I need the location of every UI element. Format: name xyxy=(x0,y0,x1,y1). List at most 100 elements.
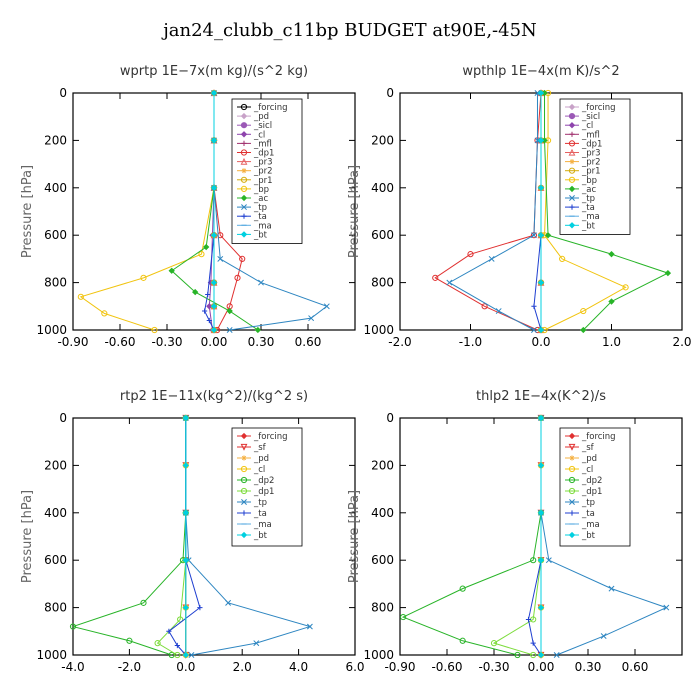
y-tick-label: 600 xyxy=(44,228,67,242)
legend-label: _pd xyxy=(581,454,597,464)
series-ac xyxy=(541,89,672,334)
legend-marker xyxy=(240,157,248,165)
legend-label: _mfl xyxy=(581,130,600,140)
data-point xyxy=(217,232,224,239)
data-point xyxy=(537,137,545,144)
legend-label: _ma xyxy=(581,520,600,530)
legend-entry: _ta xyxy=(565,203,595,213)
legend-marker xyxy=(568,465,576,473)
data-point xyxy=(537,279,545,286)
legend-label: _ac xyxy=(581,185,596,195)
data-point xyxy=(210,184,218,191)
legend-label: _ta xyxy=(581,203,595,213)
data-point xyxy=(174,642,180,649)
legend-entry: _ma xyxy=(565,212,600,222)
data-point xyxy=(254,326,262,334)
legend-marker xyxy=(568,222,576,229)
legend-marker xyxy=(240,487,248,495)
data-point xyxy=(226,327,233,333)
legend-label: _forcing xyxy=(581,432,616,442)
data-point xyxy=(308,315,315,322)
legend-label: _pr2 xyxy=(253,167,273,177)
legend-entry: _mfl xyxy=(565,130,600,140)
legend-entry: _pd xyxy=(237,112,269,122)
x-tick-label: 4.0 xyxy=(289,660,308,674)
data-point xyxy=(622,284,629,291)
legend-label: _sicl xyxy=(253,121,272,131)
legend-label: _pr3 xyxy=(253,158,273,168)
legend: _forcing_sf_pd_cl_dp2_dp1_tp_ta_ma_bt xyxy=(559,427,631,547)
data-point xyxy=(210,89,218,97)
data-point xyxy=(537,651,545,659)
data-point xyxy=(323,303,330,310)
y-tick-label: 800 xyxy=(44,276,67,290)
legend-entry: _pr3 xyxy=(237,158,273,168)
data-point xyxy=(174,651,181,659)
legend-entry: _dp1 xyxy=(237,487,274,497)
x-tick-label: -4.0 xyxy=(61,660,84,674)
legend-entry: _ma xyxy=(237,520,272,530)
data-point xyxy=(234,274,241,281)
data-point xyxy=(177,616,184,623)
y-tick-label: 1000 xyxy=(36,648,67,662)
legend-label: _pr3 xyxy=(581,149,601,159)
panel-rtp2: rtp2 1E−11x(kg^2)/(kg^2 s) Pressure [hPa]… xyxy=(20,389,365,674)
data-point xyxy=(197,605,203,611)
plot-frame xyxy=(72,417,356,656)
legend-marker xyxy=(240,531,248,539)
legend-entry: _pr1 xyxy=(237,176,273,186)
data-point xyxy=(69,623,77,630)
legend-entry: _dp1 xyxy=(565,487,602,497)
legend-marker xyxy=(568,185,576,193)
data-point xyxy=(537,604,545,611)
legend-box xyxy=(559,98,631,235)
legend-label: _ma xyxy=(581,212,600,222)
legend-entry: _tp xyxy=(565,194,595,204)
series-line xyxy=(401,418,542,656)
legend-label: _sf xyxy=(581,443,595,453)
y-axis-label: Pressure [hPa] xyxy=(347,165,362,258)
legend-label: _sicl xyxy=(581,112,600,122)
panel-title: wpthlp 1E−4x(m K)/s^2 xyxy=(462,64,619,79)
legend-entry: _ac xyxy=(565,185,596,195)
y-tick-label: 800 xyxy=(371,276,394,290)
legend-label: _tp xyxy=(253,498,267,508)
data-point xyxy=(210,137,218,144)
data-point xyxy=(140,274,147,281)
data-point xyxy=(126,637,133,644)
legend-entry: _forcing xyxy=(237,103,288,113)
legend-marker xyxy=(569,159,575,165)
data-point xyxy=(77,293,84,300)
data-point xyxy=(188,652,195,658)
data-point xyxy=(217,255,224,262)
data-point xyxy=(101,310,108,317)
series-dp2 xyxy=(69,414,189,659)
legend-entry: _sf xyxy=(237,443,267,453)
legend-marker xyxy=(241,499,247,505)
data-point xyxy=(306,623,313,630)
y-tick-label: 400 xyxy=(371,181,394,195)
series-bt xyxy=(537,89,545,334)
data-point xyxy=(545,557,552,564)
data-point xyxy=(495,308,502,314)
series-bt xyxy=(537,414,545,659)
legend-entry: _ma xyxy=(565,520,600,530)
legend-label: _dp1 xyxy=(581,487,602,497)
data-point xyxy=(537,326,545,334)
series-line xyxy=(544,93,627,331)
y-tick-label: 600 xyxy=(371,553,394,567)
legend-entry: _ta xyxy=(565,509,595,519)
legend-entry: _pd xyxy=(237,454,269,464)
legend-box xyxy=(559,427,631,547)
y-tick-label: 800 xyxy=(44,601,67,615)
data-point xyxy=(530,557,537,564)
legend-marker xyxy=(240,112,248,120)
legend-entry: _bp xyxy=(565,176,597,186)
legend-entry: _cl xyxy=(565,465,593,475)
legend-entry: _pd xyxy=(565,454,597,464)
data-point xyxy=(490,640,498,647)
series-line xyxy=(156,418,187,656)
legend-marker xyxy=(569,195,575,201)
panel-thlp2: thlp2 1E−4x(K^2)/s Pressure [hPa] -0.90 -0.… xyxy=(347,389,683,674)
